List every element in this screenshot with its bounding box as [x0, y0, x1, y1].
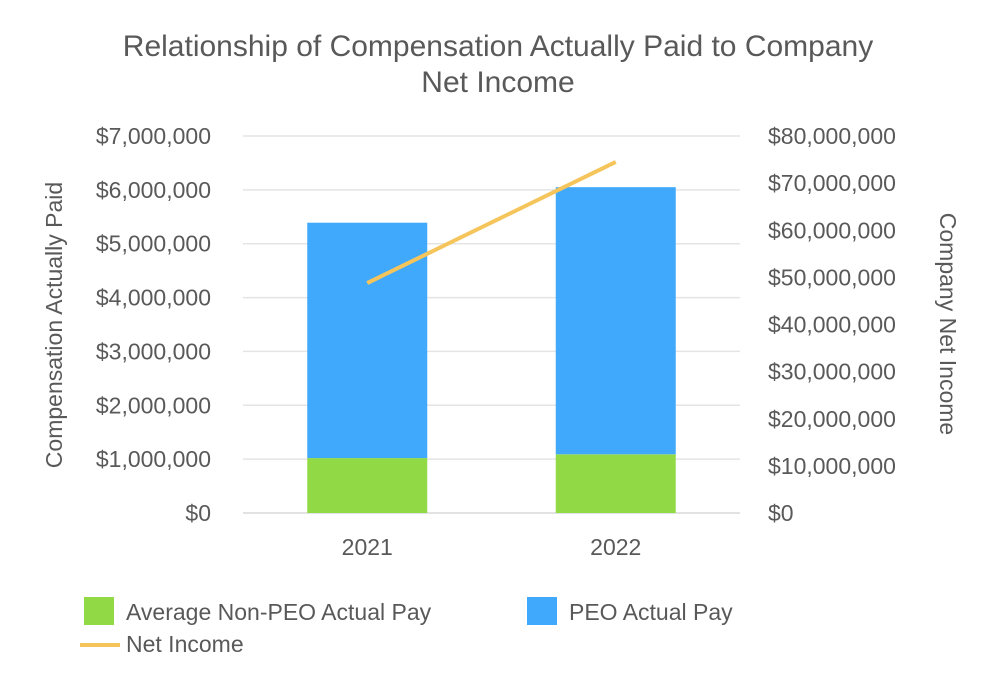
right-tick-label: $40,000,000 — [768, 312, 896, 338]
x-tick-label: 2021 — [342, 534, 393, 560]
bar-peo-2021 — [307, 222, 428, 459]
right-tick-label: $0 — [768, 500, 794, 526]
legend-label-non-peo: Average Non-PEO Actual Pay — [126, 599, 432, 625]
net-income-line — [366, 160, 617, 285]
left-tick-label: $7,000,000 — [96, 123, 211, 149]
bar-peo-2022 — [555, 187, 676, 455]
left-axis-title: Compensation Actually Paid — [41, 182, 67, 468]
left-tick-label: $3,000,000 — [96, 338, 211, 364]
left-tick-label: $4,000,000 — [96, 285, 211, 311]
right-tick-label: $30,000,000 — [768, 359, 896, 385]
bar-non-peo-2021 — [307, 458, 428, 513]
right-axis-ticks: $0 $10,000,000 $20,000,000 $30,000,000 $40,0… — [768, 123, 896, 526]
right-tick-label: $60,000,000 — [768, 217, 896, 243]
bars — [307, 187, 676, 513]
right-tick-label: $70,000,000 — [768, 170, 896, 196]
x-axis-ticks: 2021 2022 — [342, 534, 642, 560]
legend-label-peo: PEO Actual Pay — [569, 599, 733, 625]
legend: Average Non-PEO Actual Pay PEO Actual Pa… — [80, 597, 733, 657]
left-tick-label: $2,000,000 — [96, 392, 211, 418]
right-tick-label: $80,000,000 — [768, 123, 896, 149]
right-tick-label: $50,000,000 — [768, 264, 896, 290]
left-tick-label: $0 — [185, 500, 211, 526]
left-tick-label: $6,000,000 — [96, 177, 211, 203]
legend-swatch-non-peo — [84, 597, 114, 625]
legend-label-net-income: Net Income — [126, 631, 244, 657]
chart-title-line-1: Relationship of Compensation Actually Pa… — [123, 30, 873, 63]
right-tick-label: $10,000,000 — [768, 453, 896, 479]
right-axis-title: Company Net Income — [935, 213, 961, 435]
net-income-line-layer — [366, 160, 617, 285]
left-tick-label: $1,000,000 — [96, 446, 211, 472]
chart-title-line-2: Net Income — [421, 66, 574, 99]
bar-non-peo-2022 — [555, 454, 676, 513]
left-tick-label: $5,000,000 — [96, 231, 211, 257]
right-tick-label: $20,000,000 — [768, 406, 896, 432]
x-tick-label: 2022 — [590, 534, 641, 560]
legend-swatch-peo — [527, 597, 557, 625]
left-axis-ticks: $0 $1,000,000 $2,000,000 $3,000,000 $4,000,0… — [96, 123, 211, 526]
